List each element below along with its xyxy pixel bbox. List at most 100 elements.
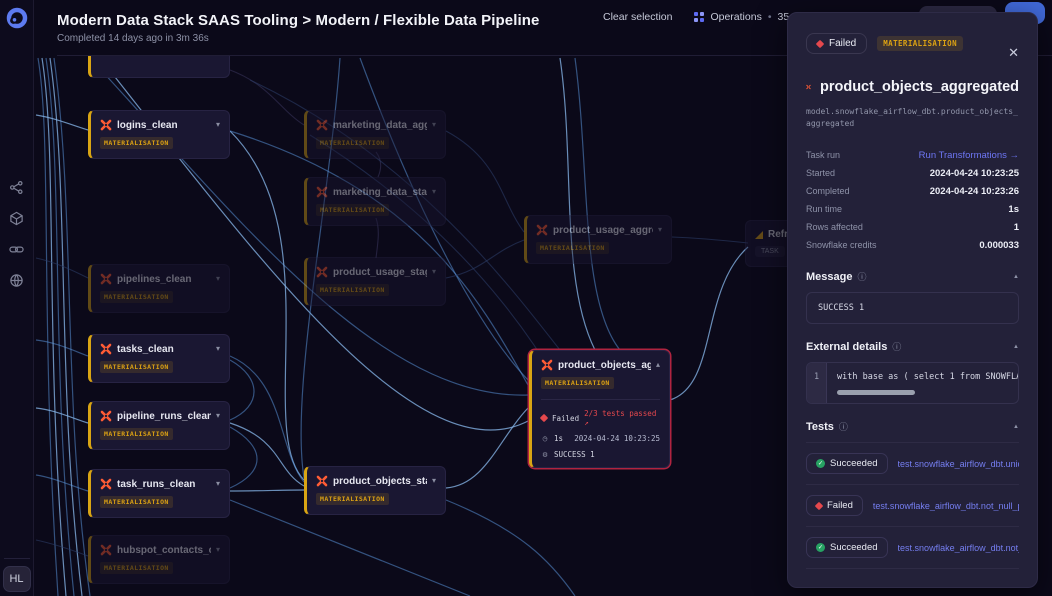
dbt-icon xyxy=(100,544,112,556)
test-link[interactable]: test.snowflake_airflow_dbt.not_null_pr xyxy=(872,500,1019,511)
dbt-icon xyxy=(316,119,328,131)
close-icon[interactable]: ✕ xyxy=(1008,45,1019,60)
node-tasks-clean[interactable]: tasks_clean ▾ MATERIALISATION xyxy=(88,334,230,383)
chevron-up-icon[interactable]: ▴ xyxy=(655,360,660,369)
line-number: 1 xyxy=(807,363,827,403)
node-status: Failed xyxy=(552,413,580,423)
collapse-icon[interactable]: ▲ xyxy=(1013,273,1019,280)
lineage-graph-icon[interactable] xyxy=(9,180,24,195)
test-status-badge: ✓ Succeeded xyxy=(806,453,888,474)
node-details-panel: ✕ Failed MATERIALISATION product_objects… xyxy=(787,12,1038,588)
node-product-usage-staging[interactable]: product_usage_staging ▾ MATERIALISATION xyxy=(304,257,446,306)
task-badge: TASK xyxy=(755,246,785,257)
run-transformations-link[interactable]: Run Transformations → xyxy=(918,149,1019,161)
info-icon[interactable]: ⓘ xyxy=(857,272,867,282)
credits-value: 0.000033 xyxy=(979,239,1019,251)
grid-icon xyxy=(694,12,705,22)
chevron-down-icon[interactable]: ▾ xyxy=(431,476,436,485)
status-badge: Failed xyxy=(806,33,868,54)
materialisation-badge: MATERIALISATION xyxy=(316,137,389,149)
materialisation-badge: MATERIALISATION xyxy=(316,284,389,296)
info-icon[interactable]: ⓘ xyxy=(838,422,848,432)
chevron-down-icon[interactable]: ▾ xyxy=(215,545,220,554)
failed-diamond-icon xyxy=(815,39,825,48)
node-hubspot-contacts-clean[interactable]: hubspot_contacts_clean ▾ MATERIALISATION xyxy=(88,535,230,584)
node-pipeline-runs-clean[interactable]: pipeline_runs_clean ▾ MATERIALISATION xyxy=(88,401,230,450)
tests-section-title: Tests xyxy=(806,420,834,433)
chevron-down-icon[interactable]: ▾ xyxy=(215,344,220,353)
sql-code-block: 1 with base as ( select 1 from SNOWFLAKE xyxy=(806,362,1019,404)
dbt-icon xyxy=(100,273,112,285)
node-product-objects-staging[interactable]: product_objects_staging ▾ MATERIALISATIO… xyxy=(304,466,446,515)
test-status-badge: ✓ Succeeded xyxy=(806,537,888,558)
materialisation-badge: MATERIALISATION xyxy=(541,377,614,389)
external-details-section-title: External details xyxy=(806,340,888,353)
user-avatar[interactable]: HL xyxy=(2,566,31,592)
materialisation-badge: MATERIALISATION xyxy=(316,493,389,505)
test-row: ✓ Succeeded test.snowflake_airflow_dbt.n… xyxy=(806,527,1019,569)
model-path: model.snowflake_airflow_dbt.product_obje… xyxy=(806,107,1018,128)
collapse-icon[interactable]: ▲ xyxy=(1013,423,1019,430)
chevron-down-icon[interactable]: ▾ xyxy=(431,267,436,276)
collapse-icon[interactable]: ▲ xyxy=(1013,343,1019,350)
chevron-down-icon[interactable]: ▾ xyxy=(215,479,220,488)
test-link[interactable]: test.snowflake_airflow_dbt.unique_pro xyxy=(897,458,1019,469)
cube-assets-icon[interactable] xyxy=(9,211,24,226)
dbt-icon xyxy=(100,410,112,422)
dbt-icon xyxy=(100,119,112,131)
test-link[interactable]: test.snowflake_airflow_dbt.not_null_pr xyxy=(897,542,1019,553)
materialisation-badge: MATERIALISATION xyxy=(100,428,173,440)
chevron-down-icon[interactable]: ▾ xyxy=(215,411,220,420)
clear-selection-button[interactable]: Clear selection xyxy=(603,11,673,23)
node-timestamp: 2024-04-24 10:23:25 xyxy=(574,434,660,443)
node-runtime: 1s xyxy=(554,434,564,443)
node-task-runs-clean[interactable]: task_runs_clean ▾ MATERIALISATION xyxy=(88,469,230,518)
node-product-objects-aggregated-selected[interactable]: product_objects_aggregated ▴ MATERIALISA… xyxy=(529,350,670,468)
run-time-label: Run time xyxy=(806,204,843,214)
tests-passed-link[interactable]: 2/3 tests passed ↗ xyxy=(584,409,657,427)
dbt-icon xyxy=(541,359,553,371)
materialisation-badge: MATERIALISATION xyxy=(536,242,609,254)
chevron-down-icon[interactable]: ▾ xyxy=(215,120,220,129)
breadcrumb: Modern Data Stack SAAS Tooling > Modern … xyxy=(57,12,540,29)
gear-icon: ⚙ xyxy=(542,450,548,459)
link-integrations-icon[interactable] xyxy=(9,242,24,257)
sql-code-line: with base as ( select 1 from SNOWFLAKE xyxy=(837,372,1018,382)
materialisation-badge: MATERIALISATION xyxy=(100,361,173,373)
materialisation-badge: MATERIALISATION xyxy=(100,137,173,149)
app-sidebar: HL xyxy=(0,0,34,596)
dashboard-icon xyxy=(755,230,763,239)
node-pipelines-clean[interactable]: pipelines_clean ▾ MATERIALISATION xyxy=(88,264,230,313)
materialisation-badge: MATERIALISATION xyxy=(100,496,173,508)
operations-label: Operations xyxy=(710,11,762,23)
message-section-title: Message xyxy=(806,270,853,283)
materialisation-badge: MATERIALISATION xyxy=(100,562,173,574)
started-value: 2024-04-24 10:23:25 xyxy=(929,167,1019,179)
check-circle-icon: ✓ xyxy=(816,459,825,468)
chevron-down-icon[interactable]: ▾ xyxy=(431,187,436,196)
chevron-down-icon[interactable]: ▾ xyxy=(657,225,662,234)
globe-icon[interactable] xyxy=(9,273,24,288)
node-marketing-data-staging[interactable]: marketing_data_staging ▾ MATERIALISATION xyxy=(304,177,446,226)
started-label: Started xyxy=(806,168,836,178)
node-marketing-data-aggregated[interactable]: marketing_data_aggregated ▾ MATERIALISAT… xyxy=(304,110,446,159)
dbt-icon xyxy=(100,478,112,490)
operations-filter-chip[interactable]: Operations • 35 xyxy=(694,11,789,23)
dbt-icon xyxy=(316,475,328,487)
node-logins-clean[interactable]: logins_clean ▾ MATERIALISATION xyxy=(88,110,230,159)
materialisation-badge: MATERIALISATION xyxy=(877,36,963,51)
test-row: Failed test.snowflake_airflow_dbt.not_nu… xyxy=(806,485,1019,527)
chevron-down-icon[interactable]: ▾ xyxy=(431,120,436,129)
app-logo-icon[interactable] xyxy=(5,6,29,30)
sidebar-divider xyxy=(3,558,30,559)
task-run-label: Task run xyxy=(806,150,841,160)
materialisation-badge: MATERIALISATION xyxy=(316,204,389,216)
test-row: ✓ Succeeded test.snowflake_airflow_dbt.u… xyxy=(806,443,1019,485)
chevron-down-icon[interactable]: ▾ xyxy=(215,274,220,283)
credits-label: Snowflake credits xyxy=(806,240,877,250)
info-icon[interactable]: ⓘ xyxy=(892,342,902,352)
failed-diamond-icon xyxy=(539,413,549,423)
rows-affected-label: Rows affected xyxy=(806,222,863,232)
horizontal-scrollbar[interactable] xyxy=(837,390,915,395)
node-product-usage-aggregated[interactable]: product_usage_aggregated ▾ MATERIALISATI… xyxy=(524,215,672,264)
